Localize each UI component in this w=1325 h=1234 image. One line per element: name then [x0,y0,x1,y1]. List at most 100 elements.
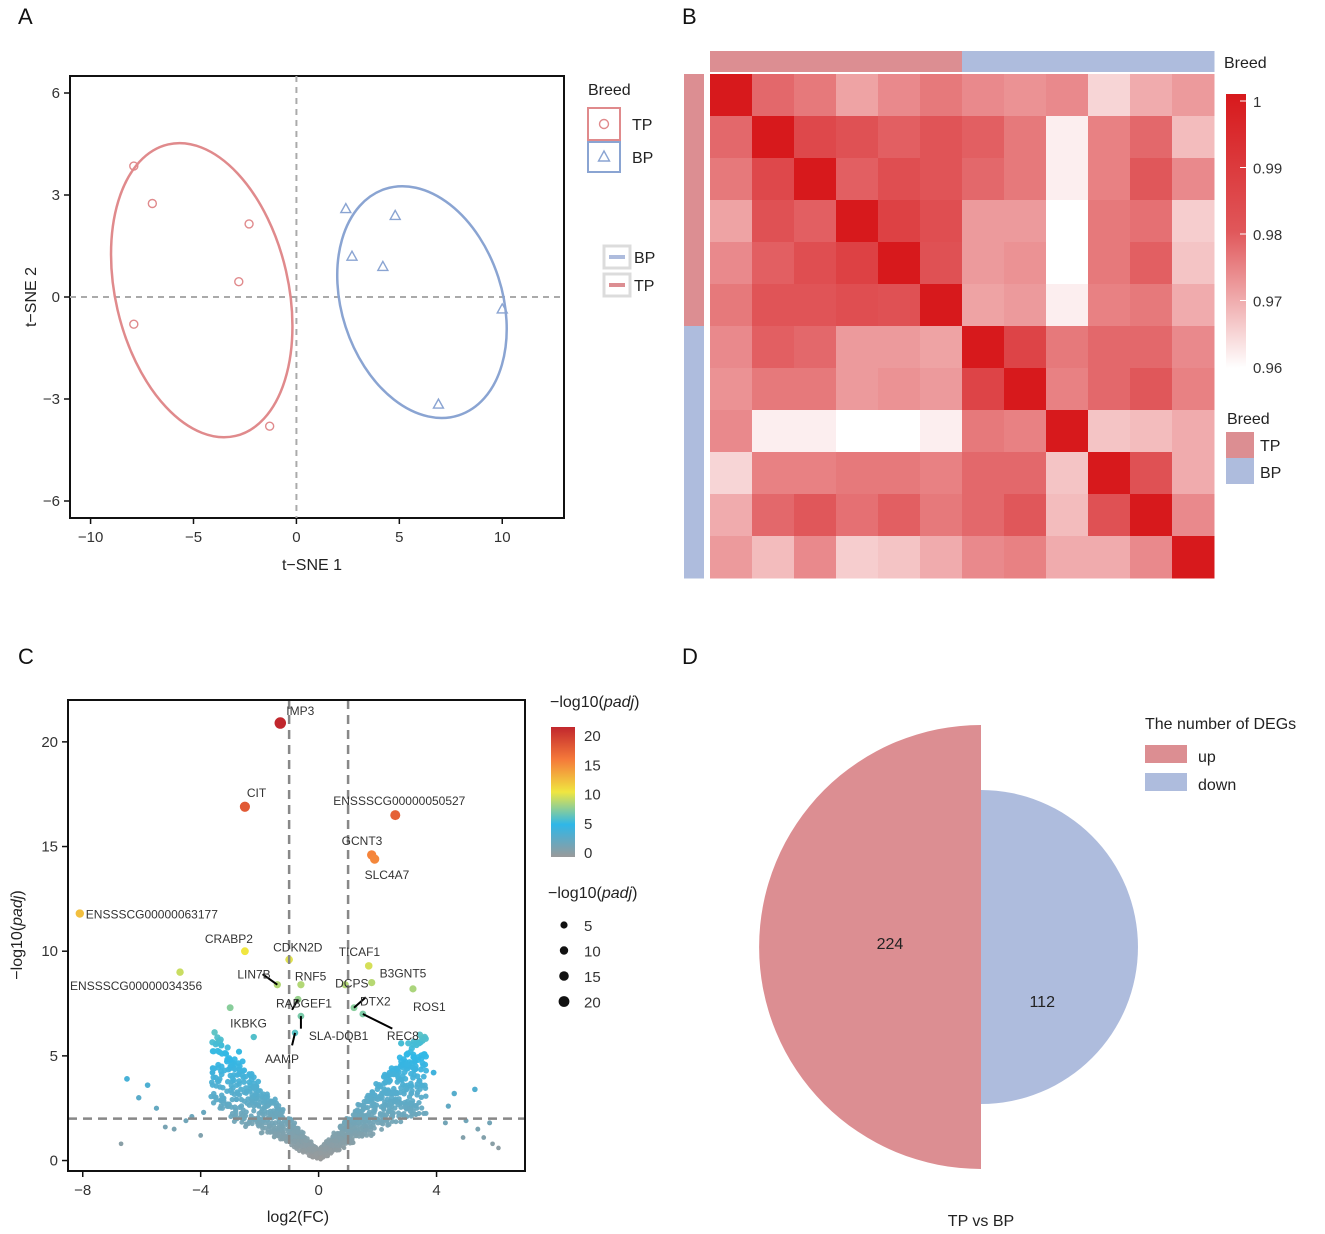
tsne-y-tick-label: −6 [43,493,60,510]
legend-bp-label: BP [632,150,653,167]
volcano-point [292,1138,298,1144]
heatmap-legend-title: Breed [1227,411,1270,428]
heatmap-cell [878,494,921,537]
volcano-frame [67,699,526,1172]
pie-legend-up-label: up [1198,749,1216,766]
heatmap-side-annotation-bp [684,410,704,453]
volcano-gene-label: ROS1 [413,1000,446,1014]
volcano-point [398,1040,405,1047]
heatmap-cell [836,536,879,579]
volcano-point [281,1134,287,1140]
volcano-point [313,1152,318,1157]
heatmap-cell [794,536,837,579]
heatmap-cell [836,326,879,369]
volcano-point [219,1095,225,1101]
heatmap-cell [1130,158,1173,201]
pie-value-up: 224 [877,936,904,953]
heatmap-cell [878,452,921,495]
volcano-point [420,1062,427,1069]
heatmap-cell [878,410,921,453]
volcano-point [243,1085,249,1091]
volcano-point [413,1111,419,1118]
volcano-point [410,1054,417,1061]
heatmap-cell [794,326,837,369]
volcano-point [376,1081,383,1088]
heatmap-colorbar [1226,94,1246,368]
tsne-plot: −10 −5 0 5 10 −6 −3 0 3 6 t−SNE 1 t−SNE 2 Breed T… [23,75,655,574]
volcano-point [369,1089,376,1095]
volcano-point [420,1051,427,1058]
volcano-point [243,1109,249,1115]
tsne-y-tick-label: 3 [52,187,60,204]
volcano-point [232,1104,238,1110]
heatmap-cell [920,494,963,537]
volcano-point [251,1084,258,1091]
tsne-point-bp [345,249,359,261]
heatmap-cell [1172,242,1215,285]
heatmap-cell [752,368,795,411]
heatmap-cell [962,410,1005,453]
volcano-point [359,1113,365,1119]
volcano-point [481,1135,487,1140]
heatmap-cell [878,536,921,579]
heatmap-cell [836,74,879,117]
heatmap-side-annotation-bp [684,536,704,579]
heatmap-cell [1004,410,1047,453]
volcano-point [236,1078,243,1084]
legend2-tp-label: TP [634,278,654,295]
heatmap-cell [1004,536,1047,579]
volcano-point [420,1073,427,1080]
heatmap-cell [1004,116,1047,159]
volcano-labeled-point [239,801,250,812]
volcano-point [279,1120,285,1126]
heatmap-cell [1046,326,1089,369]
volcano-labeled-point [390,810,401,821]
volcano-point [213,1097,220,1103]
volcano-gene-label: CDKN2D [273,941,323,955]
heatmap-cell [962,242,1005,285]
volcano-point [415,1040,423,1047]
volcano-point [379,1126,385,1132]
volcano-size-legend-dot [559,971,569,981]
volcano-y-tick-label: 20 [41,734,58,751]
volcano-point [218,1042,225,1049]
volcano-label-connector [362,1013,393,1030]
tsne-point-tp [244,219,254,229]
volcano-point [341,1145,347,1151]
heatmap-cell [1172,452,1215,495]
volcano-point [238,1103,245,1109]
heatmap-cell [710,326,753,369]
tsne-x-tick-label: 10 [494,529,511,546]
volcano-colorbar-tick-label: 20 [584,728,601,745]
colorbar-tick-label: 0.99 [1253,161,1282,178]
heatmap-cell [752,200,795,243]
heatmap-cell [710,158,753,201]
heatmap-legend-bp-label: BP [1260,465,1281,482]
volcano-labeled-point [369,854,380,864]
heatmap-cell [962,536,1005,579]
volcano-point [408,1080,414,1087]
volcano-point [413,1102,419,1109]
volcano-point [217,1036,224,1043]
volcano-colorbar-tick-label: 0 [584,845,592,862]
tsne-point-bp [496,302,509,314]
volcano-point [223,1050,230,1057]
heatmap-top-annotation-bp [1172,51,1215,72]
volcano-point [217,1105,223,1111]
heatmap-legend-bp-swatch [1226,458,1254,484]
volcano-point [267,1108,273,1114]
tsne-point-tp [129,319,139,329]
heatmap-cell [1088,494,1131,537]
volcano-point [224,1078,231,1085]
volcano-point [250,1033,257,1041]
volcano-point [354,1107,361,1113]
heatmap-cell [1046,284,1089,327]
heatmap-cell [1046,410,1089,453]
heatmap-top-annotation-bp [962,51,1005,72]
volcano-point [402,1099,408,1106]
volcano-gene-label: ENSSSCG00000050527 [333,794,465,808]
volcano-size-legend-dot [560,921,568,929]
volcano-point [198,1133,204,1138]
volcano-point [136,1095,142,1101]
volcano-point [272,1096,278,1102]
